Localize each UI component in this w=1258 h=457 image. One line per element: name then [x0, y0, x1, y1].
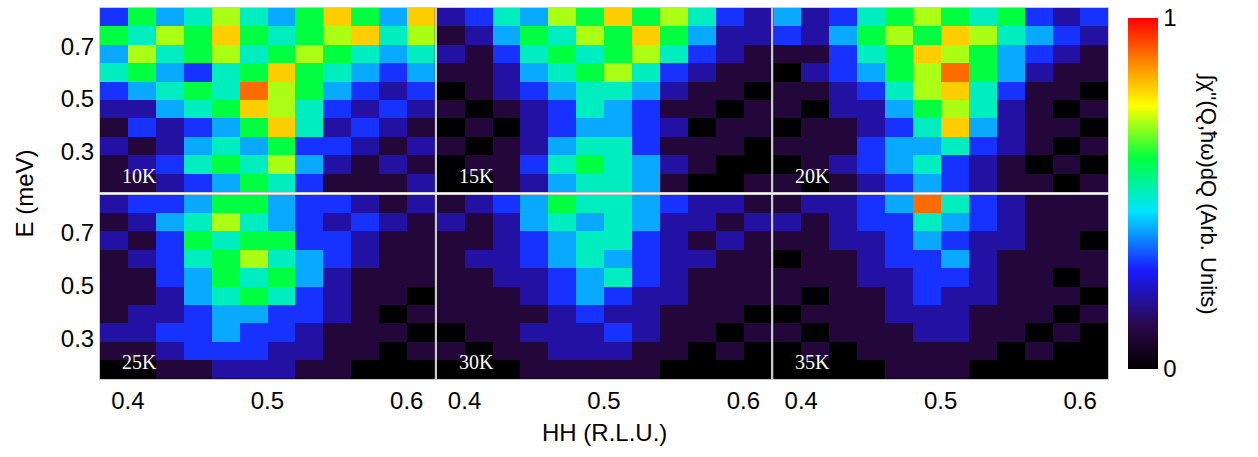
- svg-text:0.5: 0.5: [61, 272, 94, 299]
- svg-text:0.5: 0.5: [924, 387, 957, 414]
- svg-text:25K: 25K: [122, 351, 157, 373]
- svg-text:10K: 10K: [122, 165, 157, 187]
- svg-text:E (meV): E (meV): [11, 149, 38, 237]
- svg-text:30K: 30K: [459, 351, 494, 373]
- svg-text:0.5: 0.5: [251, 387, 284, 414]
- svg-text:0.5: 0.5: [61, 85, 94, 112]
- svg-text:15K: 15K: [459, 165, 494, 187]
- svg-text:35K: 35K: [795, 351, 830, 373]
- svg-text:0.4: 0.4: [111, 387, 144, 414]
- svg-text:0.4: 0.4: [448, 387, 481, 414]
- svg-text:0.5: 0.5: [587, 387, 620, 414]
- svg-text:0: 0: [1163, 355, 1176, 382]
- svg-text:HH (R.L.U.): HH (R.L.U.): [542, 419, 667, 446]
- svg-text:0.7: 0.7: [61, 33, 94, 60]
- svg-text:0.6: 0.6: [390, 387, 423, 414]
- svg-text:0.6: 0.6: [1063, 387, 1096, 414]
- svg-text:20K: 20K: [795, 165, 830, 187]
- svg-text:1: 1: [1163, 4, 1176, 31]
- svg-text:0.6: 0.6: [727, 387, 760, 414]
- svg-text:∫χ''(Q,ħω)dQ (Arb. Units): ∫χ''(Q,ħω)dQ (Arb. Units): [1196, 73, 1221, 315]
- svg-text:0.4: 0.4: [785, 387, 818, 414]
- svg-text:0.3: 0.3: [61, 325, 94, 352]
- svg-text:0.3: 0.3: [61, 138, 94, 165]
- svg-text:0.7: 0.7: [61, 219, 94, 246]
